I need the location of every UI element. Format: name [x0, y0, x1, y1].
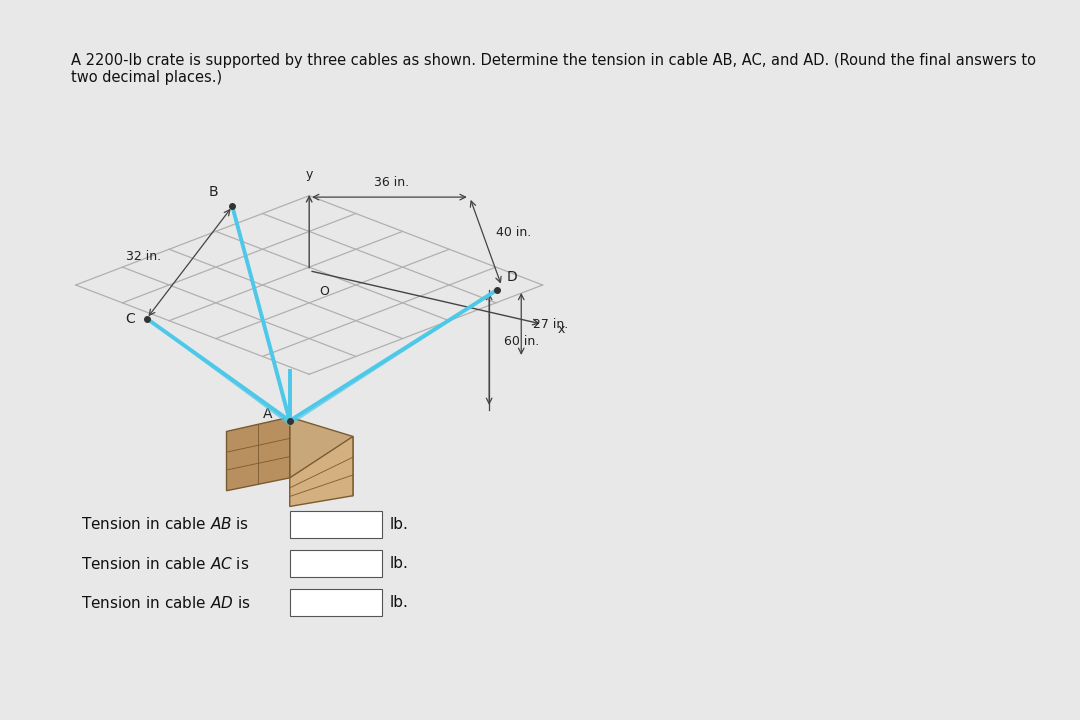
- Text: D: D: [507, 270, 517, 284]
- Text: 27 in.: 27 in.: [532, 318, 568, 330]
- Text: lb.: lb.: [390, 517, 409, 532]
- Text: A 2200-lb crate is supported by three cables as shown. Determine the tension in : A 2200-lb crate is supported by three ca…: [71, 53, 1036, 85]
- Text: y: y: [306, 168, 313, 181]
- Polygon shape: [289, 417, 353, 496]
- Text: 60 in.: 60 in.: [503, 335, 539, 348]
- Text: x: x: [557, 323, 565, 336]
- Text: A: A: [262, 407, 272, 420]
- Text: Tension in cable $\mathit{AB}$ is: Tension in cable $\mathit{AB}$ is: [81, 516, 248, 532]
- Text: Tension in cable $\mathit{AC}$ is: Tension in cable $\mathit{AC}$ is: [81, 556, 249, 572]
- Bar: [289, 550, 382, 577]
- Polygon shape: [289, 436, 353, 506]
- Bar: [289, 510, 382, 538]
- Text: lb.: lb.: [390, 556, 409, 571]
- Text: 36 in.: 36 in.: [375, 176, 409, 189]
- Text: O: O: [319, 285, 328, 298]
- Text: Tension in cable $\mathit{AD}$ is: Tension in cable $\mathit{AD}$ is: [81, 595, 251, 611]
- Polygon shape: [227, 417, 289, 491]
- Text: 40 in.: 40 in.: [496, 226, 531, 239]
- Text: B: B: [208, 185, 218, 199]
- Text: lb.: lb.: [390, 595, 409, 611]
- Text: C: C: [125, 312, 135, 325]
- Bar: [289, 590, 382, 616]
- Text: 32 in.: 32 in.: [126, 250, 161, 263]
